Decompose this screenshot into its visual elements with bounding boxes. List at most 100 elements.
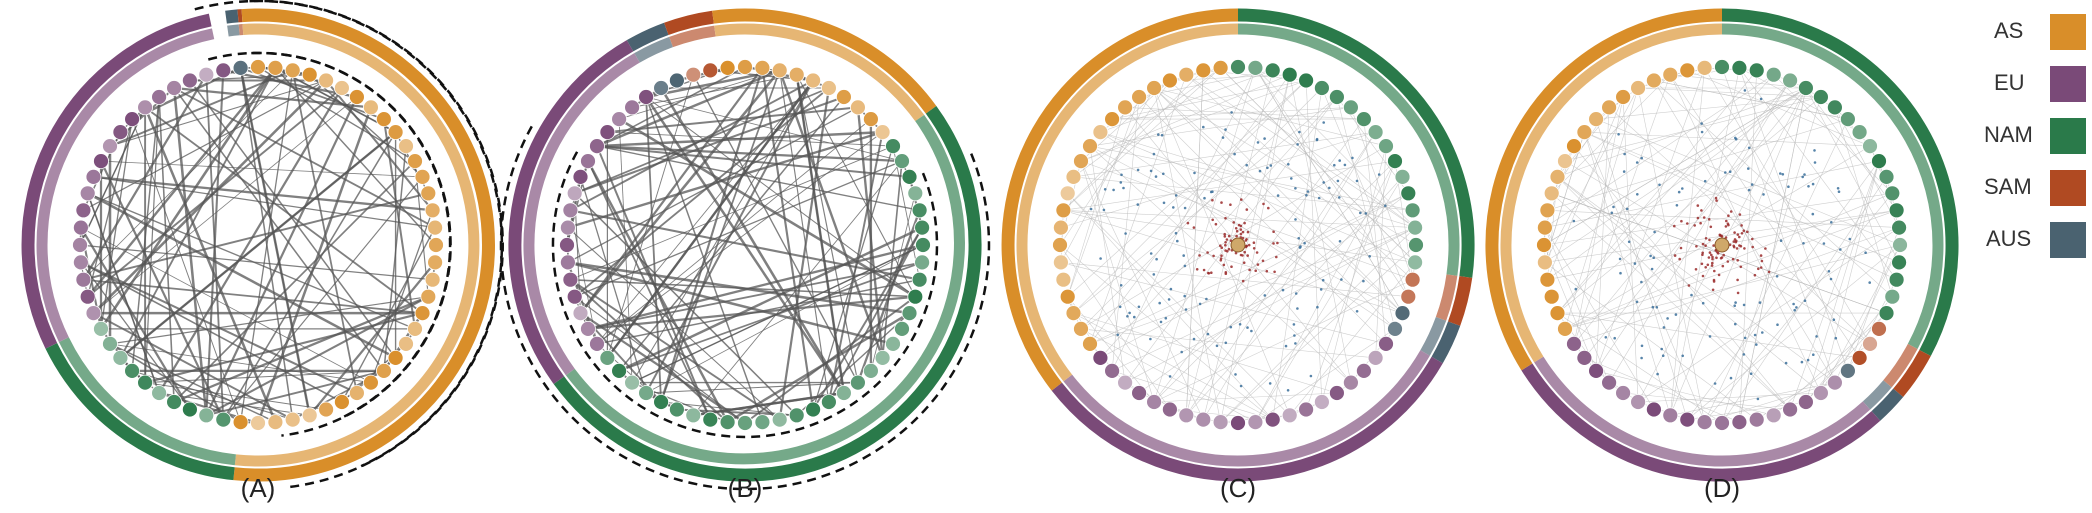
node-as (318, 72, 335, 89)
node-as (427, 254, 444, 271)
node-nam (788, 407, 805, 424)
flow-dot (1265, 269, 1269, 273)
edge (607, 131, 894, 147)
flow-dot (1298, 130, 1301, 134)
flow-dot (1273, 270, 1276, 274)
flow-dot (1223, 235, 1227, 238)
flow-dot (1296, 143, 1299, 146)
ring-inner-aus (227, 24, 240, 37)
flow-dot (1195, 268, 1199, 271)
flow-dot (1726, 222, 1730, 225)
edge (1547, 118, 1848, 211)
edge (779, 70, 830, 403)
node-eu (589, 138, 605, 155)
flow-dot (1779, 172, 1782, 175)
edge (1547, 96, 1624, 280)
edge (587, 243, 924, 331)
flow-dot (1281, 288, 1285, 292)
node-eu (1662, 407, 1679, 424)
flow-dot (1806, 358, 1810, 362)
node-eu (1601, 374, 1617, 391)
node-as (407, 153, 423, 170)
edge (1557, 176, 1791, 410)
ring-outer-sam (1447, 275, 1473, 326)
node-nam (1891, 254, 1907, 271)
flow-dot (1234, 251, 1238, 255)
flow-dot (1707, 256, 1711, 259)
node-eu (1748, 411, 1765, 428)
edge (1169, 80, 1403, 314)
flow-dot (1662, 326, 1666, 329)
nodes (1052, 59, 1424, 431)
flow-dot (1731, 257, 1735, 261)
flow-dot (1149, 169, 1153, 173)
flow-dot (1640, 156, 1643, 160)
flow-dot (1673, 224, 1676, 228)
node-nam (894, 320, 910, 337)
flow-dot (1223, 232, 1226, 236)
flow-dot (1210, 271, 1213, 275)
flow-dot (1711, 255, 1714, 259)
node-as (1178, 66, 1195, 83)
flow-dot (1284, 344, 1288, 348)
edge (570, 145, 894, 281)
flow-dot (1740, 224, 1743, 227)
edge (645, 96, 845, 394)
legend-label-eu: EU (1994, 70, 2025, 95)
node-eu (580, 320, 596, 337)
node-nam (611, 362, 627, 379)
edge (172, 87, 208, 416)
flow-dot (1739, 265, 1743, 269)
edge (1063, 70, 1204, 211)
edge (1255, 328, 1396, 423)
node-eu (72, 237, 88, 253)
edge (1670, 74, 1860, 359)
flow-dot (1755, 343, 1758, 346)
node-as (1092, 124, 1109, 141)
flow-dot (1779, 239, 1783, 242)
flow-dot (1152, 152, 1156, 156)
flow-dot (1767, 270, 1771, 274)
ring-outer-nam (1721, 8, 1959, 357)
flow-star (1089, 111, 1387, 392)
flow-dot (1653, 230, 1656, 234)
flow-dot (1703, 179, 1707, 183)
node-eu (1765, 407, 1782, 424)
flow-dot (1728, 170, 1732, 173)
flow-dot (1322, 121, 1325, 124)
flow-dot (1242, 261, 1246, 265)
edge (1773, 312, 1887, 416)
ring-outer-sam (1893, 349, 1931, 397)
flow-dot (1220, 246, 1224, 249)
flow-dot (1756, 397, 1760, 401)
flow-dot (1784, 361, 1788, 365)
edge (1220, 227, 1416, 423)
node-nam (669, 401, 685, 418)
edge (257, 66, 416, 162)
edge (1186, 70, 1273, 416)
flow-dot (1708, 335, 1712, 338)
node-nam (638, 385, 654, 401)
node-nam (151, 385, 168, 401)
edge (1063, 67, 1221, 211)
panel-label-d: (D) (1704, 473, 1740, 503)
node-as (1195, 62, 1212, 79)
flow-dot (1693, 224, 1696, 227)
node-eu (1731, 414, 1748, 431)
flow-dot (1297, 237, 1300, 240)
flow-dot (1636, 193, 1639, 196)
edge (1595, 119, 1688, 420)
edge (1289, 262, 1416, 416)
edge (1153, 87, 1403, 314)
node-as (284, 62, 301, 79)
flow-dot (1702, 216, 1706, 219)
node-eu (79, 288, 96, 305)
flow-dot (1660, 347, 1663, 351)
node-eu (559, 237, 575, 253)
edge (1080, 145, 1387, 330)
flow-dot (1243, 221, 1246, 225)
node-nam (1840, 111, 1856, 127)
flow-dot (1677, 190, 1681, 194)
node-as (414, 305, 431, 322)
flow-dot (1734, 240, 1738, 244)
